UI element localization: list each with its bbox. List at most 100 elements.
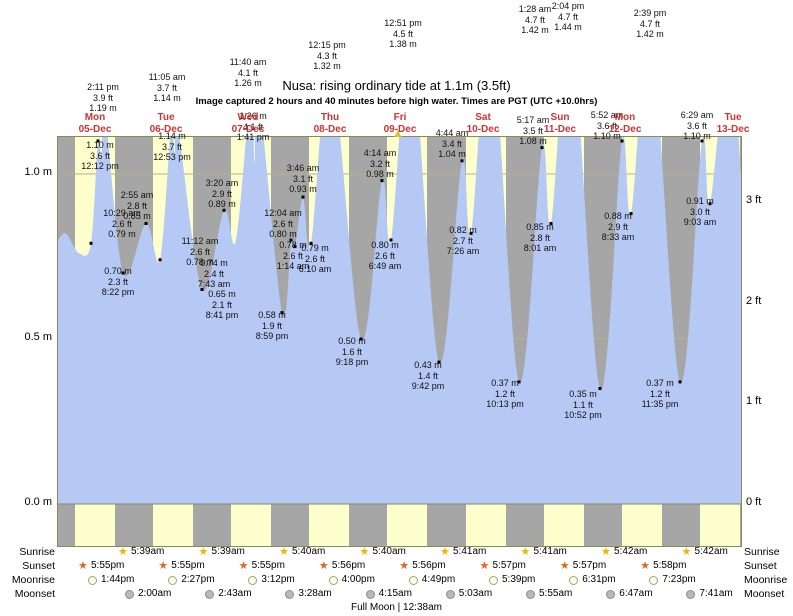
tide-annotation: 0.65 m 2.1 ft 8:41 pm <box>205 289 239 321</box>
tide-annotation: 0.82 m 2.7 ft 7:26 am <box>446 225 480 257</box>
tide-point-dot <box>289 238 293 242</box>
tide-point-dot <box>121 271 125 275</box>
tide-annotation: 2:55 am 2.8 ft 0.85 m <box>120 190 154 222</box>
sunrise-time: 5:42am <box>694 546 728 557</box>
tide-curve-svg <box>58 137 741 546</box>
sunset-time: 5:55pm <box>251 560 285 571</box>
tide-point-dot <box>517 380 521 384</box>
tide-annotation: 2:39 pm 4.7 ft 1.42 m <box>633 8 667 40</box>
tide-annotation: 1.10 m 3.6 ft 12:12 pm <box>81 140 119 172</box>
moonrise-icon <box>649 576 659 585</box>
tide-point-dot <box>89 241 93 245</box>
day-label: Fri 09-Dec <box>383 112 417 135</box>
tide-point-dot <box>708 202 712 206</box>
tide-point-dot <box>158 258 162 262</box>
tide-annotation: 11:12 am 2.6 ft 0.78 m <box>181 236 219 268</box>
sunset-icon: ★ <box>559 560 570 572</box>
moonset-icon <box>205 590 215 599</box>
moonrise-time: 4:49pm <box>421 574 456 585</box>
tide-annotation: 0.79 m 2.6 ft 6:10 am <box>298 243 332 275</box>
tide-annotation: 1:28 am 4.7 ft 1.42 m <box>518 4 552 36</box>
sunrise-time: 5:40am <box>292 546 326 557</box>
moon-phase-footer: Full Moon | 12:38am <box>351 602 442 613</box>
tide-point-dot <box>293 245 297 249</box>
tide-annotation: 0.74 m 2.4 ft 7:43 am <box>197 258 231 290</box>
day-label: Mon 12-Dec <box>608 112 642 135</box>
moonrise-icon <box>248 576 258 585</box>
day-label: Thu 08-Dec <box>313 112 347 135</box>
tide-annotation: 2:04 pm 4.7 ft 1.44 m <box>551 1 585 33</box>
tide-point-dot <box>460 159 464 163</box>
sunset-time: 5:57pm <box>572 560 607 571</box>
moonrise-time: 7:23pm <box>662 574 696 585</box>
tide-point-dot <box>469 231 473 235</box>
y-axis-label-meters: 1.0 m <box>24 166 52 178</box>
tide-point-dot <box>222 208 226 212</box>
sunrise-time: 5:39am <box>131 546 165 557</box>
row-label-moonset-right: Moonset <box>744 588 785 600</box>
tide-annotation: 0.37 m 1.2 ft 10:13 pm <box>486 378 524 410</box>
tide-annotation: 4:14 am 3.2 ft 0.98 m <box>363 148 397 180</box>
tide-annotation: 10:29 am 2.6 ft 0.79 m <box>103 208 141 240</box>
y-axis-label-meters: 0.5 m <box>24 331 52 343</box>
moonset-icon <box>606 590 616 599</box>
moonrise-time: 4:00pm <box>341 574 375 585</box>
day-label: Tue 13-Dec <box>716 112 750 135</box>
sunset-icon: ★ <box>479 560 490 572</box>
moonset-time: 5:03am <box>458 588 493 599</box>
tide-annotation: 0.70 m 2.3 ft 8:22 pm <box>101 266 135 298</box>
sunrise-time: 5:41am <box>453 546 487 557</box>
tide-point-dot <box>678 380 682 384</box>
page-title: Nusa: rising ordinary tide at 1.1m (3.5f… <box>282 78 511 93</box>
tide-annotation: 0.78 m 2.6 ft 1:14 am <box>276 240 310 272</box>
sunset-time: 5:57pm <box>492 560 526 571</box>
tide-annotation: 0.43 m 1.4 ft 9:42 pm <box>411 360 445 392</box>
tide-annotation: 0.37 m 1.2 ft 11:35 pm <box>641 378 679 410</box>
row-label-sunrise-right: Sunrise <box>744 546 780 558</box>
tide-annotation: 12:51 pm 4.5 ft 1.38 m <box>384 18 422 50</box>
row-label-moonrise-right: Moonrise <box>744 574 788 586</box>
moonrise-time: 2:27pm <box>181 574 215 585</box>
tide-annotation: 0.50 m 1.6 ft 9:18 pm <box>335 336 369 368</box>
sunrise-icon: ★ <box>359 546 370 558</box>
tide-annotation: 0.80 m 2.6 ft 6:49 am <box>368 240 402 272</box>
moonrise-icon <box>168 576 178 585</box>
sunset-icon: ★ <box>318 560 329 572</box>
tide-annotation: 0.91 m 3.0 ft 9:03 am <box>683 196 717 228</box>
tide-annotation: 12:04 am 2.6 ft 0.80 m <box>264 208 302 240</box>
moonrise-icon <box>88 576 97 585</box>
y-axis-label-feet: 2 ft <box>746 295 762 307</box>
moonrise-icon <box>569 576 579 585</box>
tide-annotation: 5:52 am 3.6 ft 1.10 m <box>590 110 624 142</box>
sunset-time: 5:56pm <box>412 560 446 571</box>
moonrise-time: 3:12pm <box>261 574 295 585</box>
tide-annotation: 4:44 am 3.4 ft 1.04 m <box>435 128 469 160</box>
sunrise-icon: ★ <box>440 546 450 558</box>
tide-chart-plot-area <box>57 136 742 547</box>
tide-annotation: 11:40 am 4.1 ft 1.26 m <box>229 57 267 89</box>
tide-point-dot <box>437 360 441 364</box>
day-label: Wed 07-Dec <box>231 112 265 135</box>
tide-annotation: 3:20 am 2.9 ft 0.89 m <box>205 178 239 210</box>
sunrise-time: 5:40am <box>372 546 406 557</box>
sunset-icon: ★ <box>640 560 650 572</box>
moonset-icon <box>125 590 134 599</box>
sunset-time: 5:58pm <box>653 560 687 571</box>
row-label-moonrise-left: Moonrise <box>11 574 55 586</box>
day-label: Tue 06-Dec <box>149 112 183 135</box>
row-label-sunset-right: Sunset <box>744 560 777 572</box>
tide-point-dot <box>359 337 363 341</box>
sunrise-icon: ★ <box>279 546 289 558</box>
y-axis-label-feet: 0 ft <box>746 496 762 508</box>
moonset-time: 7:41am <box>699 588 733 599</box>
capture-time-marker: ▲ <box>392 126 404 140</box>
sunrise-time: 5:42am <box>614 546 648 557</box>
moonset-time: 6:47am <box>619 588 653 599</box>
moonset-icon <box>365 590 375 599</box>
moonset-time: 2:00am <box>138 588 172 599</box>
sunset-time: 5:55pm <box>171 560 205 571</box>
tide-point-dot <box>96 139 100 143</box>
tide-annotation: 12:15 pm 4.3 ft 1.32 m <box>308 40 346 72</box>
moonrise-icon <box>489 576 498 585</box>
